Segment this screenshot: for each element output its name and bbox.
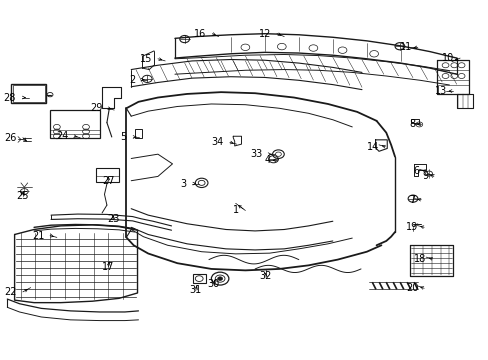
Bar	[96, 168, 119, 182]
Text: 25: 25	[17, 191, 29, 201]
Text: 14: 14	[366, 141, 379, 152]
Circle shape	[217, 277, 222, 280]
Text: 27: 27	[102, 176, 114, 186]
Text: 22: 22	[4, 287, 17, 297]
Text: 12: 12	[258, 29, 270, 39]
Bar	[11, 84, 46, 103]
Text: 21: 21	[32, 231, 44, 240]
Text: 8: 8	[408, 120, 415, 129]
Text: 4: 4	[264, 155, 270, 165]
Text: 20: 20	[405, 283, 418, 293]
Text: 7: 7	[408, 195, 415, 205]
Text: 24: 24	[56, 131, 68, 141]
Text: 30: 30	[207, 279, 220, 289]
Text: 9: 9	[421, 171, 427, 181]
Text: 5: 5	[121, 132, 126, 142]
Text: 29: 29	[90, 103, 102, 113]
Bar	[13, 85, 44, 102]
Text: 34: 34	[211, 138, 224, 147]
Text: 28: 28	[4, 93, 16, 103]
Text: 15: 15	[140, 54, 152, 64]
Bar	[50, 110, 100, 138]
Text: 13: 13	[434, 86, 447, 96]
Text: 18: 18	[413, 254, 426, 264]
Text: 19: 19	[405, 222, 418, 232]
Bar	[192, 274, 205, 283]
Text: 3: 3	[180, 179, 186, 189]
Text: 32: 32	[259, 271, 271, 281]
Text: 31: 31	[189, 285, 202, 296]
Text: 6: 6	[412, 166, 418, 176]
Bar	[134, 129, 142, 138]
Text: 1: 1	[233, 206, 239, 216]
Text: 2: 2	[128, 75, 135, 85]
Text: 33: 33	[250, 149, 263, 159]
Text: 11: 11	[399, 42, 411, 52]
Bar	[410, 119, 418, 123]
Text: 17: 17	[102, 262, 114, 272]
Text: 10: 10	[441, 53, 453, 63]
Text: 16: 16	[194, 29, 206, 39]
Text: 23: 23	[107, 215, 119, 224]
Text: 26: 26	[5, 133, 17, 143]
